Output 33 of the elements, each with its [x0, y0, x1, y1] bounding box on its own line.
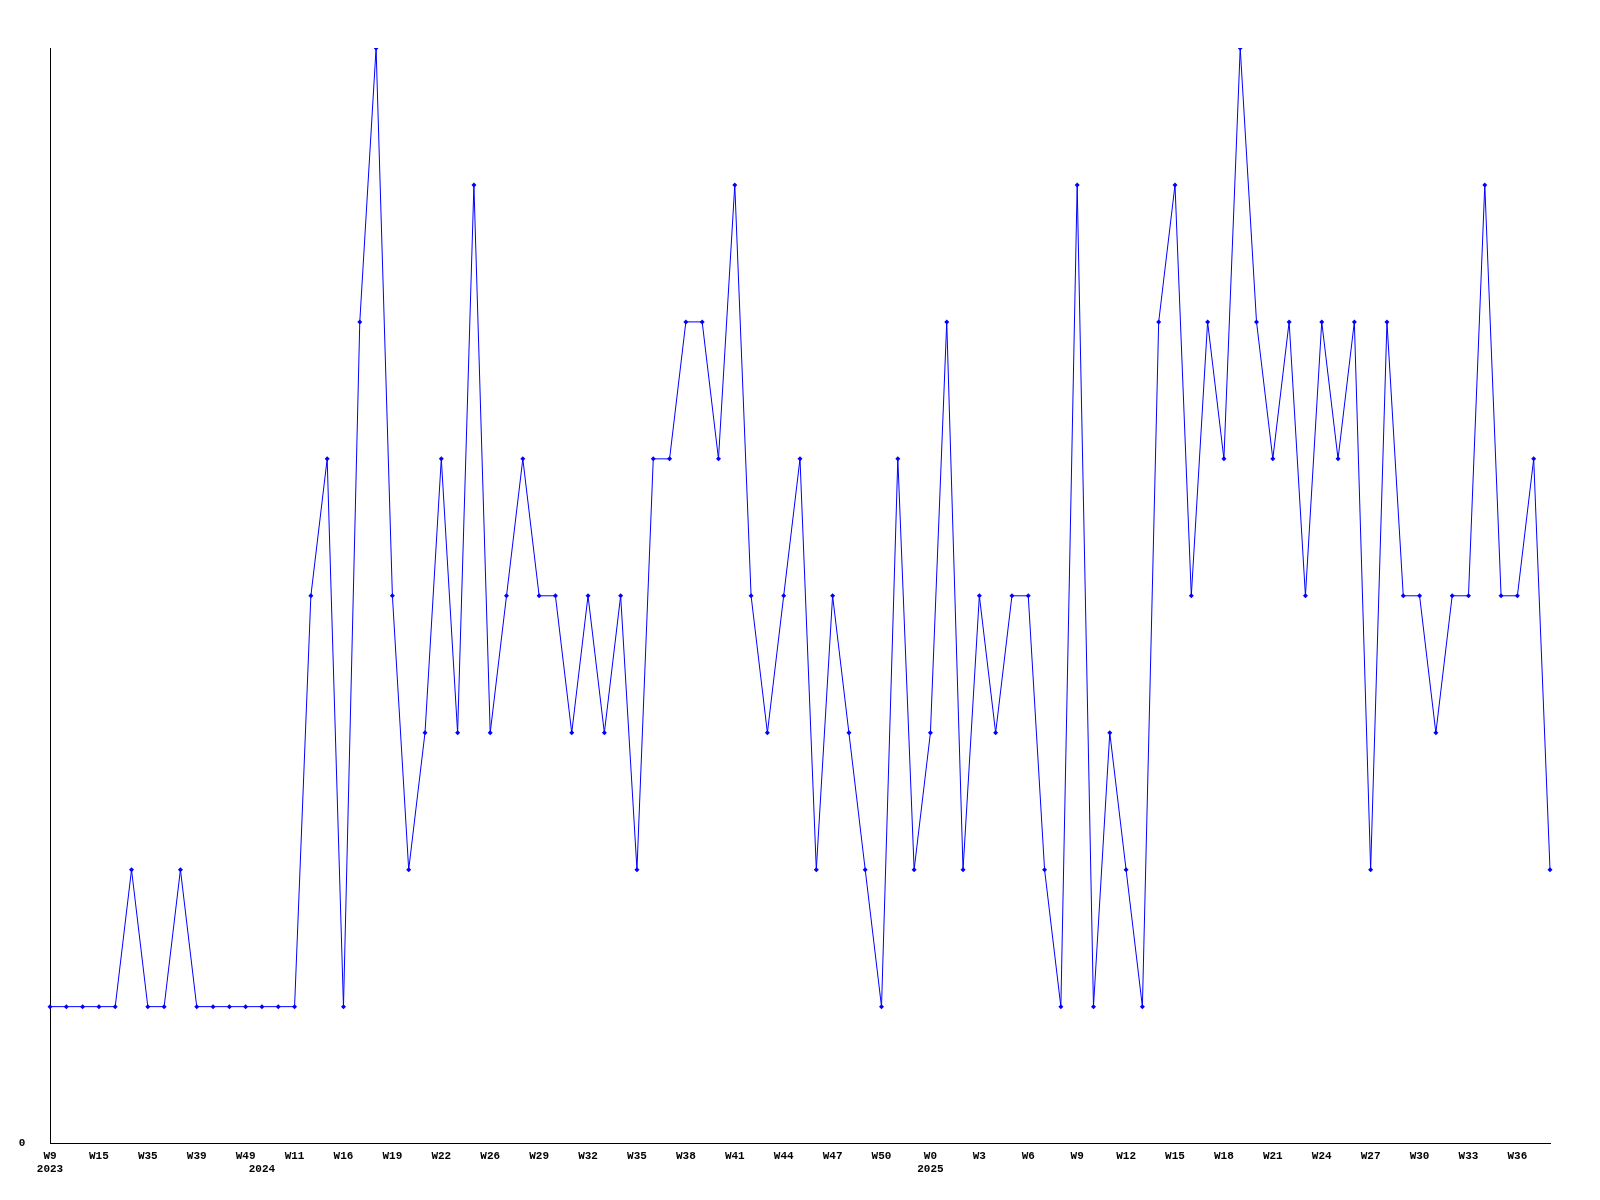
x-tick-label: W44 — [773, 1149, 794, 1162]
x-tick-label: W35 — [137, 1149, 159, 1162]
x-tick-label: W21 — [1262, 1149, 1284, 1162]
x-tick-label: W29 — [529, 1149, 550, 1162]
x-tick-label: W38 — [675, 1149, 697, 1162]
x-tick-label: W24 — [1311, 1149, 1333, 1162]
x-tick-label: W19 — [382, 1149, 403, 1162]
x-tick-label: W26 — [480, 1149, 501, 1162]
x-tick-label: W12 — [1116, 1149, 1136, 1162]
x-tick-label: W22 — [431, 1149, 452, 1162]
x-tick-label: W15 — [1165, 1149, 1186, 1162]
x-tick-label: W0 2025 — [917, 1149, 945, 1176]
x-tick-label: W9 — [1070, 1149, 1084, 1162]
x-tick-label: 2024 — [248, 1163, 276, 1176]
x-tick-label: W11 — [284, 1149, 305, 1162]
x-tick-label: W16 — [333, 1149, 354, 1162]
x-tick-label: W36 — [1507, 1149, 1528, 1162]
x-tick-label: W47 — [822, 1149, 843, 1162]
x-tick-label: W3 — [972, 1149, 987, 1162]
x-tick-label: W50 — [871, 1149, 892, 1162]
x-tick-label: W39 — [186, 1149, 207, 1162]
x-tick-label: W18 — [1214, 1149, 1235, 1162]
x-tick-label: W33 — [1458, 1149, 1479, 1162]
x-tick-label: W32 — [578, 1149, 598, 1162]
x-tick-label: W9 2023 — [36, 1149, 64, 1176]
x-tick-label: W27 — [1360, 1149, 1381, 1162]
x-tick-label: W49 — [235, 1149, 256, 1162]
x-tick-label: W30 — [1409, 1149, 1430, 1162]
x-tick-label: W35 — [627, 1149, 648, 1162]
text: 0 — [18, 1137, 26, 1150]
x-tick-label: W6 — [1021, 1149, 1035, 1162]
x-tick-label: W41 — [724, 1149, 746, 1162]
x-tick-label: W15 — [89, 1149, 110, 1162]
